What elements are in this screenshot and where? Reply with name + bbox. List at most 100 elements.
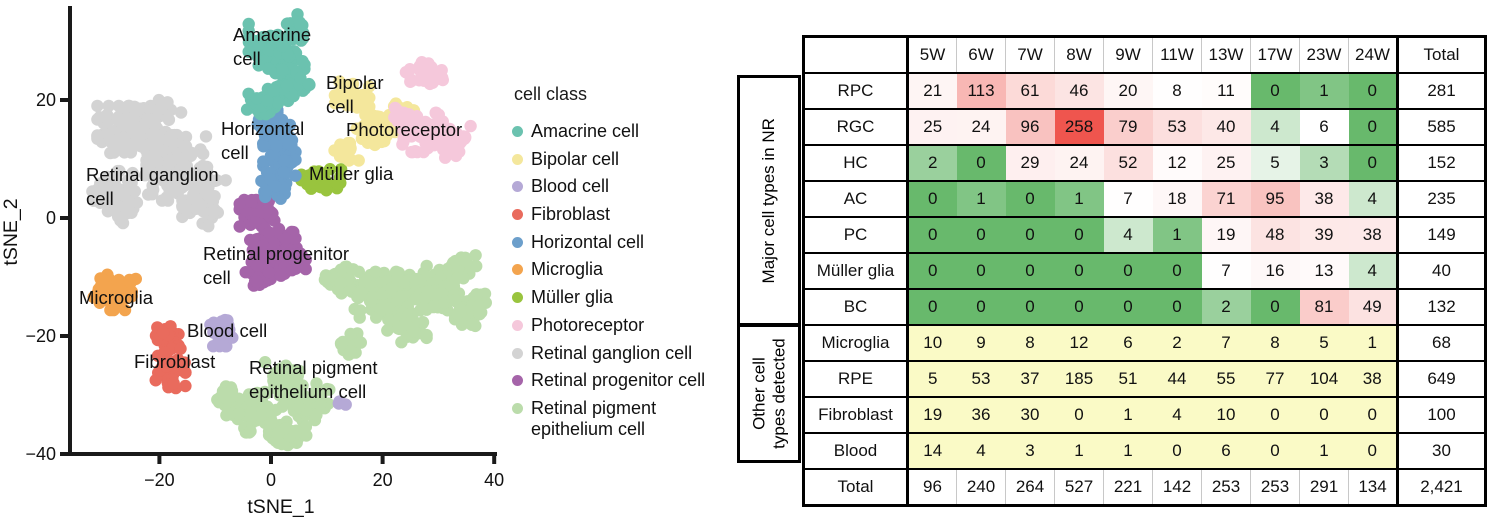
count-cell: 3	[1299, 144, 1349, 181]
row-total-cell: 40	[1396, 252, 1486, 289]
legend-item-label: Bipolar cell	[531, 148, 620, 169]
count-cell: 0	[1250, 432, 1300, 469]
count-cell: 8	[1152, 72, 1202, 109]
count-cell: 0	[956, 144, 1006, 181]
count-cell: 258	[1054, 108, 1104, 145]
count-cell: 0	[1348, 72, 1398, 109]
count-cell: 0	[956, 216, 1006, 253]
count-cell: 24	[1054, 144, 1104, 181]
table-row: PC 0 0 0 0 4 1 19 48 39 38 149	[803, 216, 1486, 253]
row-label: Microglia	[803, 324, 909, 361]
row-group-label-text: Other cell types detected	[749, 338, 789, 449]
legend-item: Photoreceptor	[512, 315, 705, 336]
count-cell: 77	[1250, 360, 1300, 397]
row-label: BC	[803, 288, 909, 325]
column-total-cell: 253	[1201, 468, 1251, 506]
row-total-cell: 649	[1396, 360, 1486, 397]
tsne-plot: 20 0 −20 −40 −20 0 20 40 tSNE_1 tSNE_2 Amacrine cel…	[0, 6, 504, 518]
row-label: Blood	[803, 432, 909, 469]
count-cell: 0	[1348, 432, 1398, 469]
legend-swatch	[512, 319, 523, 331]
legend-item-label: Müller glia	[531, 287, 614, 308]
table-row: Microglia 10 9 8 12 6 2 7 8 5 1 68	[803, 324, 1486, 361]
count-cell: 6	[1299, 108, 1349, 145]
row-total-cell: 68	[1396, 324, 1486, 361]
legend-swatch	[512, 402, 523, 414]
count-cell: 1	[1348, 324, 1398, 361]
col-header: 7W	[1005, 36, 1055, 73]
count-cell: 0	[1005, 288, 1055, 325]
row-label: AC	[803, 180, 909, 217]
y-axis-title: tSNE_2	[0, 198, 22, 265]
count-cell: 185	[1054, 360, 1104, 397]
count-cell: 5	[907, 360, 957, 397]
row-group-label-other-cell-types: Other cell types detected	[737, 324, 801, 463]
legend-swatch	[512, 347, 523, 359]
count-cell: 1	[1299, 432, 1349, 469]
legend: cell class Amacrine cell Bipolar cell Bloo…	[512, 84, 705, 446]
count-cell: 44	[1152, 360, 1202, 397]
cluster-label: Retinal ganglion cell	[86, 164, 219, 209]
count-cell: 0	[1054, 396, 1104, 433]
count-cell: 0	[1152, 252, 1202, 289]
cluster-amacrine-cell	[240, 8, 316, 121]
col-header: 6W	[956, 36, 1006, 73]
count-cell: 29	[1005, 144, 1055, 181]
count-cell: 95	[1250, 180, 1300, 217]
count-cell: 0	[1250, 72, 1300, 109]
count-cell: 55	[1201, 360, 1251, 397]
count-cell: 2	[907, 144, 957, 181]
row-group-label-text: Major cell types in NR	[759, 117, 779, 284]
count-cell: 12	[1054, 324, 1104, 361]
count-cell: 8	[1250, 324, 1300, 361]
cluster-retinal-progenitor-cell	[233, 193, 312, 292]
grand-total-cell: 2,421	[1396, 468, 1486, 506]
row-total-cell: 132	[1396, 288, 1486, 325]
legend-item: Retinal progenitor cell	[512, 370, 705, 391]
count-cell: 53	[956, 360, 1006, 397]
col-header: 8W	[1054, 36, 1104, 73]
axis-tick-labels: 20 0 −20 −40 −20 0 20 40	[25, 90, 504, 490]
count-cell: 16	[1250, 252, 1300, 289]
total-row-label: Total	[803, 468, 909, 506]
svg-text:−40: −40	[25, 444, 56, 464]
count-cell: 38	[1348, 216, 1398, 253]
count-cell: 4	[956, 432, 1006, 469]
count-cell: 113	[956, 72, 1006, 109]
count-cell: 0	[1103, 252, 1153, 289]
cluster-fibroblast	[149, 320, 192, 395]
count-cell: 61	[1005, 72, 1055, 109]
count-cell: 0	[907, 252, 957, 289]
table-row: BC 0 0 0 0 0 0 2 0 81 49 132	[803, 288, 1486, 325]
count-cell: 46	[1054, 72, 1104, 109]
count-cell: 19	[1201, 216, 1251, 253]
table-row: Müller glia 0 0 0 0 0 0 7 16 13 4 40	[803, 252, 1486, 289]
cluster-label: Microglia	[79, 287, 154, 308]
column-total-cell: 253	[1250, 468, 1300, 506]
total-col-header: Total	[1396, 36, 1486, 73]
count-cell: 4	[1152, 396, 1202, 433]
cluster-photoreceptor	[388, 56, 477, 164]
table-row: Blood 14 4 3 1 1 0 6 0 1 0 30	[803, 432, 1486, 469]
count-cell: 9	[956, 324, 1006, 361]
count-cell: 0	[1348, 144, 1398, 181]
column-total-cell: 96	[907, 468, 957, 506]
count-cell: 0	[1299, 396, 1349, 433]
table-row: RPC 21 113 61 46 20 8 11 0 1 0 281	[803, 72, 1486, 109]
col-header: 13W	[1201, 36, 1251, 73]
count-cell: 0	[1005, 216, 1055, 253]
count-cell: 20	[1103, 72, 1153, 109]
count-cell: 0	[1348, 396, 1398, 433]
table-row: RGC 25 24 96 258 79 53 40 4 6 0 585	[803, 108, 1486, 145]
legend-swatch	[512, 375, 523, 387]
count-cell: 53	[1152, 108, 1202, 145]
svg-text:0: 0	[266, 470, 276, 490]
count-cell: 4	[1348, 252, 1398, 289]
count-cell: 24	[956, 108, 1006, 145]
legend-item: Fibroblast	[512, 204, 705, 225]
count-cell: 51	[1103, 360, 1153, 397]
column-total-cell: 264	[1005, 468, 1055, 506]
row-label: RGC	[803, 108, 909, 145]
cluster-retinal-pigment-epithelium-cell	[211, 249, 492, 452]
cluster-label: Blood cell	[187, 320, 267, 341]
